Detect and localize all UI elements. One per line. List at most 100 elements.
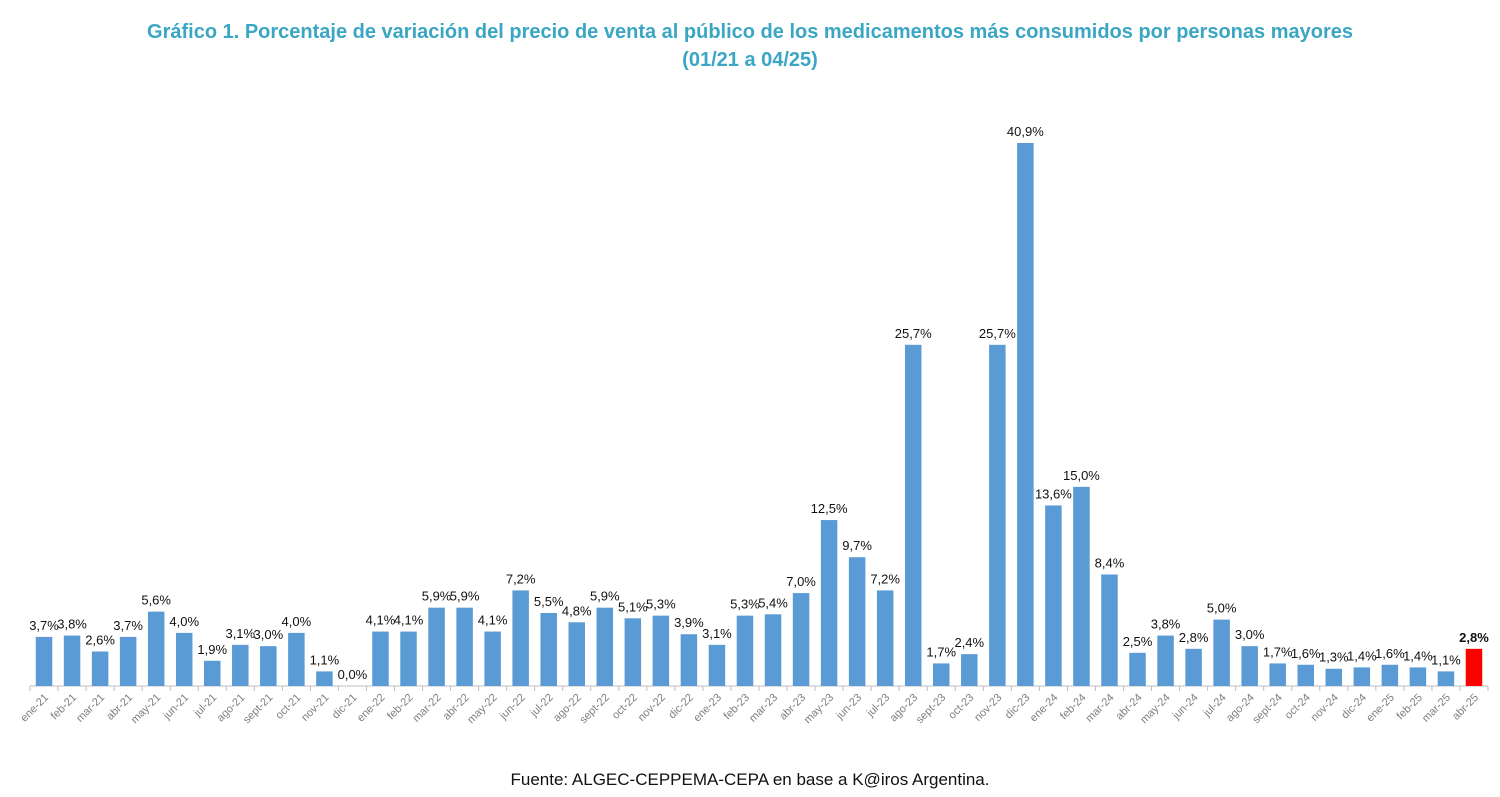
bar-abr-21 (119, 636, 137, 686)
data-label: 5,4% (758, 595, 788, 610)
data-label: 4,0% (169, 614, 199, 629)
x-tick-label: sept-22 (577, 692, 611, 726)
data-label: 15,0% (1063, 468, 1100, 483)
x-tick-label: sept-21 (241, 692, 275, 726)
bar-dic-23 (1017, 143, 1034, 686)
x-tick-label: may-24 (1138, 692, 1172, 726)
data-label: 2,8% (1459, 630, 1489, 645)
x-tick-label: oct-23 (946, 692, 976, 722)
data-label: 25,7% (895, 326, 932, 341)
x-tick-label: may-23 (802, 692, 836, 726)
bar-nov-22 (652, 615, 670, 686)
bar-abr-23 (792, 593, 810, 686)
bar-oct-21 (288, 632, 305, 686)
data-label: 9,7% (842, 538, 872, 553)
data-label: 25,7% (979, 326, 1016, 341)
data-label: 1,9% (197, 642, 227, 657)
data-label: 12,5% (811, 501, 848, 516)
data-label: 5,3% (730, 597, 760, 612)
x-tick-label: nov-21 (299, 692, 331, 724)
bar-feb-21 (63, 635, 81, 686)
bar-jun-21 (175, 632, 193, 686)
data-label: 0,0% (338, 667, 368, 682)
bar-ene-23 (708, 644, 726, 686)
x-tick-label: mar-24 (1083, 692, 1116, 725)
data-label: 7,0% (786, 574, 816, 589)
x-tick-label: mar-23 (747, 692, 780, 725)
x-tick-label: jun-23 (833, 692, 864, 723)
data-label: 4,1% (478, 613, 508, 628)
data-label: 5,3% (646, 597, 676, 612)
data-label: 2,8% (1179, 630, 1209, 645)
data-label: 8,4% (1095, 555, 1125, 570)
x-tick-label: mar-25 (1420, 692, 1453, 725)
x-tick-label: ene-22 (355, 692, 388, 725)
bar-sept-24 (1269, 663, 1286, 686)
bar-feb-23 (736, 615, 754, 686)
data-label: 3,1% (702, 626, 732, 641)
x-tick-label: sept-23 (914, 692, 948, 726)
bar-ago-21 (232, 644, 249, 686)
chart-title-line2: (01/21 a 04/25) (682, 49, 818, 71)
data-label: 5,0% (1207, 601, 1237, 616)
chart-title-line1: Gráfico 1. Porcentaje de variación del p… (147, 21, 1353, 43)
bar-jul-23 (876, 590, 894, 686)
data-label: 2,5% (1123, 634, 1153, 649)
x-tick-label: jun-24 (1170, 692, 1201, 723)
x-tick-label: ene-21 (18, 692, 51, 725)
bar-feb-24 (1073, 486, 1090, 686)
source-note: Fuente: ALGEC-CEPPEMA-CEPA en base a K@i… (510, 770, 990, 789)
data-label: 40,9% (1007, 124, 1044, 139)
data-label: 3,8% (1151, 617, 1181, 632)
bar-jul-24 (1213, 619, 1230, 686)
bar-jun-24 (1185, 648, 1202, 686)
bar-ene-24 (1045, 505, 1062, 686)
bar-dic-24 (1353, 667, 1371, 686)
data-label: 5,1% (618, 599, 648, 614)
x-tick-label: nov-23 (972, 692, 1004, 724)
x-tick-label: oct-22 (610, 692, 640, 722)
bar-may-24 (1157, 635, 1174, 686)
data-label: 4,0% (282, 614, 312, 629)
bar-may-21 (147, 611, 165, 686)
data-label: 1,4% (1347, 648, 1377, 663)
bar-feb-22 (400, 631, 417, 686)
bar-feb-25 (1409, 667, 1427, 686)
data-label: 1,3% (1319, 650, 1349, 665)
bar-jun-23 (848, 557, 866, 686)
data-label: 7,2% (506, 571, 536, 586)
bar-sept-23 (933, 663, 950, 686)
bar-jun-22 (512, 590, 529, 686)
bar-ene-22 (372, 631, 389, 686)
data-label: 5,9% (590, 589, 620, 604)
x-tick-label: mar-21 (74, 692, 107, 725)
bar-nov-23 (989, 344, 1006, 686)
data-label: 1,7% (1263, 644, 1293, 659)
data-label: 2,4% (954, 635, 984, 650)
x-tick-label: jun-22 (497, 692, 528, 723)
bar-mar-21 (91, 651, 109, 686)
data-label: 1,6% (1375, 646, 1405, 661)
data-label: 5,9% (450, 589, 480, 604)
bar-mar-23 (764, 614, 782, 686)
bar-ene-25 (1381, 664, 1399, 686)
x-tick-label: ene-24 (1028, 692, 1061, 725)
x-tick-label: abr-25 (1450, 692, 1481, 723)
bar-nov-24 (1325, 668, 1343, 686)
data-label: 1,1% (1431, 652, 1461, 667)
chart-title: Gráfico 1. Porcentaje de variación del p… (0, 18, 1500, 74)
data-label: 5,5% (534, 594, 564, 609)
data-label: 2,6% (85, 632, 115, 647)
bar-mar-24 (1101, 574, 1118, 686)
data-label: 5,6% (141, 593, 171, 608)
data-label: 3,1% (225, 626, 255, 641)
bar-oct-23 (961, 654, 978, 686)
data-label: 3,7% (29, 618, 59, 633)
data-label: 3,0% (1235, 627, 1265, 642)
x-tick-label: oct-21 (273, 692, 303, 722)
data-label: 13,6% (1035, 486, 1072, 501)
bar-oct-22 (624, 618, 642, 686)
bar-oct-24 (1297, 664, 1314, 686)
bar-jul-21 (204, 660, 221, 686)
bar-ago-23 (904, 344, 922, 686)
